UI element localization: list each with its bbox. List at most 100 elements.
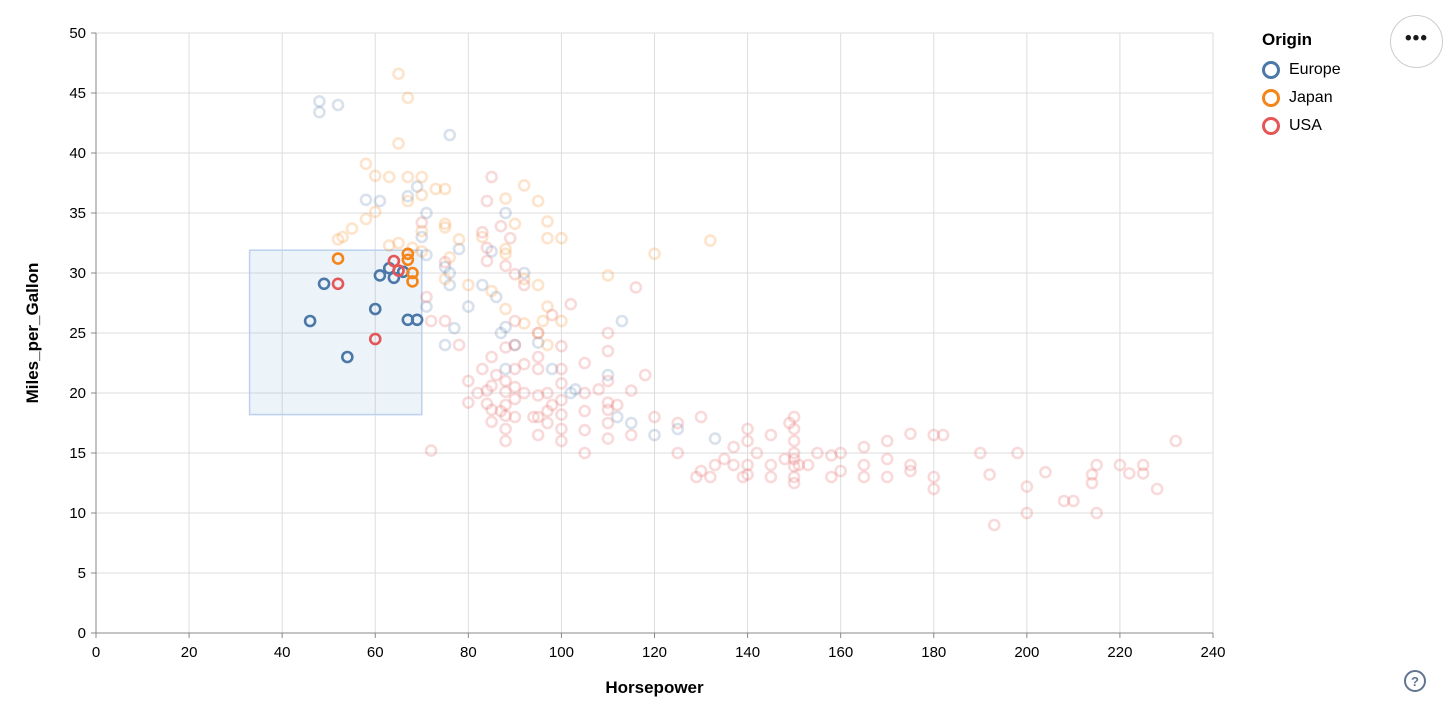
legend-item-usa[interactable]: USA bbox=[1262, 117, 1341, 135]
data-point[interactable] bbox=[708, 432, 722, 445]
data-point[interactable] bbox=[545, 308, 559, 322]
data-point[interactable] bbox=[475, 278, 489, 292]
data-point[interactable] bbox=[1150, 482, 1164, 496]
data-point[interactable] bbox=[382, 239, 396, 252]
data-point[interactable] bbox=[615, 314, 629, 328]
data-point[interactable] bbox=[531, 350, 545, 364]
data-point[interactable] bbox=[569, 383, 582, 396]
data-point[interactable] bbox=[601, 403, 615, 417]
data-point[interactable] bbox=[438, 272, 452, 286]
data-point[interactable] bbox=[508, 338, 522, 352]
data-point[interactable] bbox=[555, 393, 568, 407]
data-point[interactable] bbox=[736, 470, 750, 484]
data-point[interactable] bbox=[420, 206, 433, 220]
data-point[interactable] bbox=[531, 410, 545, 424]
data-point[interactable] bbox=[987, 518, 1001, 532]
data-point[interactable] bbox=[624, 384, 638, 397]
data-point[interactable] bbox=[359, 212, 373, 226]
data-point[interactable] bbox=[578, 386, 591, 400]
data-point[interactable] bbox=[857, 470, 871, 484]
data-point[interactable] bbox=[880, 470, 894, 484]
data-point[interactable] bbox=[1057, 494, 1071, 508]
data-point[interactable] bbox=[462, 300, 475, 313]
data-point[interactable] bbox=[499, 409, 512, 423]
data-point[interactable] bbox=[410, 313, 424, 327]
data-point[interactable] bbox=[475, 362, 489, 376]
data-point[interactable] bbox=[494, 219, 508, 233]
data-point[interactable] bbox=[578, 356, 591, 370]
data-point[interactable] bbox=[345, 222, 359, 235]
data-point[interactable] bbox=[415, 245, 429, 258]
data-point[interactable] bbox=[508, 217, 522, 231]
data-point[interactable] bbox=[718, 452, 731, 466]
data-point[interactable] bbox=[1136, 458, 1150, 472]
data-point[interactable] bbox=[438, 255, 452, 269]
data-point[interactable] bbox=[1122, 467, 1136, 480]
data-point[interactable] bbox=[494, 404, 508, 418]
data-point[interactable] bbox=[787, 422, 801, 436]
data-point[interactable] bbox=[541, 338, 554, 352]
data-point[interactable] bbox=[541, 215, 554, 228]
data-point[interactable] bbox=[601, 416, 615, 430]
data-point[interactable] bbox=[601, 269, 615, 282]
data-point[interactable] bbox=[555, 422, 568, 436]
data-point[interactable] bbox=[555, 339, 568, 353]
data-point[interactable] bbox=[517, 317, 531, 330]
data-point[interactable] bbox=[303, 314, 317, 328]
data-point[interactable] bbox=[834, 464, 847, 478]
data-point[interactable] bbox=[1113, 458, 1127, 472]
data-point[interactable] bbox=[359, 193, 373, 207]
data-point[interactable] bbox=[690, 470, 703, 484]
data-point[interactable] bbox=[531, 326, 545, 340]
data-point[interactable] bbox=[578, 404, 591, 418]
data-point[interactable] bbox=[778, 452, 792, 466]
data-point[interactable] bbox=[531, 428, 545, 442]
data-point[interactable] bbox=[624, 416, 638, 430]
data-point[interactable] bbox=[485, 403, 498, 417]
data-point[interactable] bbox=[671, 416, 685, 430]
data-point[interactable] bbox=[331, 98, 345, 112]
data-point[interactable] bbox=[494, 326, 508, 340]
data-point[interactable] bbox=[401, 253, 415, 267]
data-point[interactable] bbox=[471, 386, 484, 400]
data-point[interactable] bbox=[499, 192, 512, 205]
data-point[interactable] bbox=[555, 377, 568, 390]
data-point[interactable] bbox=[904, 427, 917, 441]
data-point[interactable] bbox=[531, 326, 545, 340]
data-point[interactable] bbox=[787, 459, 801, 473]
data-point[interactable] bbox=[545, 398, 559, 412]
data-point[interactable] bbox=[787, 446, 801, 460]
data-point[interactable] bbox=[555, 314, 568, 328]
data-point[interactable] bbox=[438, 182, 452, 196]
data-point[interactable] bbox=[531, 336, 545, 349]
data-point[interactable] bbox=[801, 458, 815, 472]
data-point[interactable] bbox=[485, 245, 498, 258]
data-point[interactable] bbox=[368, 169, 382, 183]
data-point[interactable] bbox=[499, 374, 512, 388]
data-point[interactable] bbox=[499, 206, 512, 220]
data-point[interactable] bbox=[406, 266, 419, 280]
data-point[interactable] bbox=[382, 170, 396, 184]
data-point[interactable] bbox=[499, 242, 512, 256]
data-point[interactable] bbox=[420, 300, 433, 313]
data-point[interactable] bbox=[927, 470, 941, 484]
data-point[interactable] bbox=[601, 374, 615, 388]
data-point[interactable] bbox=[811, 446, 824, 460]
data-point[interactable] bbox=[373, 194, 387, 208]
data-point[interactable] bbox=[1136, 467, 1150, 480]
data-point[interactable] bbox=[648, 428, 661, 442]
data-point[interactable] bbox=[331, 277, 345, 291]
data-point[interactable] bbox=[410, 180, 424, 193]
data-point[interactable] bbox=[834, 446, 847, 460]
data-point[interactable] bbox=[741, 434, 754, 448]
data-point[interactable] bbox=[592, 383, 605, 396]
data-point[interactable] bbox=[764, 458, 778, 472]
data-point[interactable] bbox=[610, 410, 624, 424]
data-point[interactable] bbox=[857, 440, 871, 454]
data-point[interactable] bbox=[415, 170, 429, 184]
data-point[interactable] bbox=[787, 452, 801, 466]
data-point[interactable] bbox=[443, 251, 457, 264]
data-point[interactable] bbox=[601, 396, 615, 409]
data-point[interactable] bbox=[452, 242, 466, 256]
data-point[interactable] bbox=[480, 194, 494, 208]
